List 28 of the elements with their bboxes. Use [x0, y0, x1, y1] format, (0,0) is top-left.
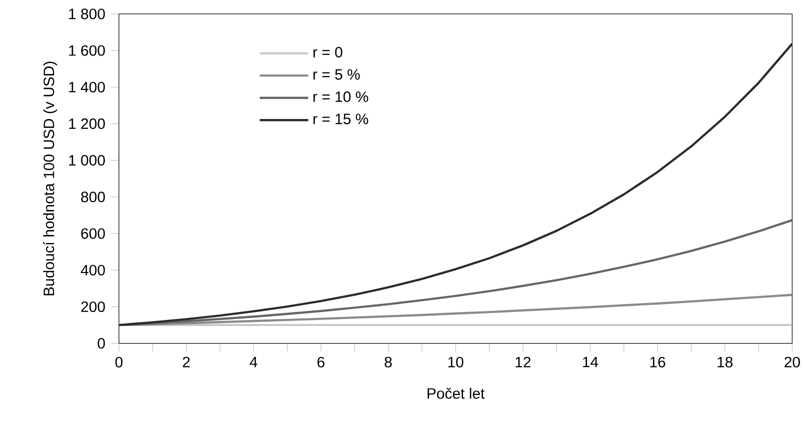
y-tick-label: 1 800 — [69, 8, 105, 20]
x-tick-label: 20 — [784, 356, 800, 368]
y-tick-label: 600 — [81, 228, 105, 239]
y-tick-label: 1 000 — [69, 154, 105, 166]
y-tick-label: 400 — [80, 264, 105, 276]
x-tick-label: 6 — [318, 356, 324, 368]
y-tick-label: 1 600 — [69, 45, 105, 56]
legend-label: r = 15 % — [313, 114, 368, 124]
x-tick-label: 16 — [650, 356, 666, 368]
x-tick-label: 4 — [250, 356, 258, 368]
x-tick-label: 8 — [384, 356, 392, 368]
legend-label: r = 0 — [313, 46, 342, 58]
line-series — [118, 42, 792, 326]
y-tick-label: 800 — [81, 192, 105, 202]
y-tick-label: 0 — [98, 338, 105, 349]
x-axis-title: Počet let — [428, 388, 485, 399]
y-tick-label: 1 200 — [69, 118, 105, 129]
legend-label: r = 5 % — [313, 69, 360, 80]
x-tick-label: 12 — [516, 356, 530, 368]
x-tick-label: 2 — [182, 356, 190, 368]
x-tick-label: 0 — [115, 356, 123, 368]
x-tick-label: 18 — [718, 356, 733, 368]
y-axis-title: Budoucí hodnota 100 USD (v USD) — [43, 62, 58, 296]
legend-label: r = 10 % — [313, 91, 368, 102]
y-tick-label: 1 400 — [69, 82, 105, 92]
x-tick-label: 14 — [583, 356, 598, 368]
x-tick-label: 10 — [448, 356, 464, 368]
y-tick-label: 200 — [81, 301, 105, 312]
